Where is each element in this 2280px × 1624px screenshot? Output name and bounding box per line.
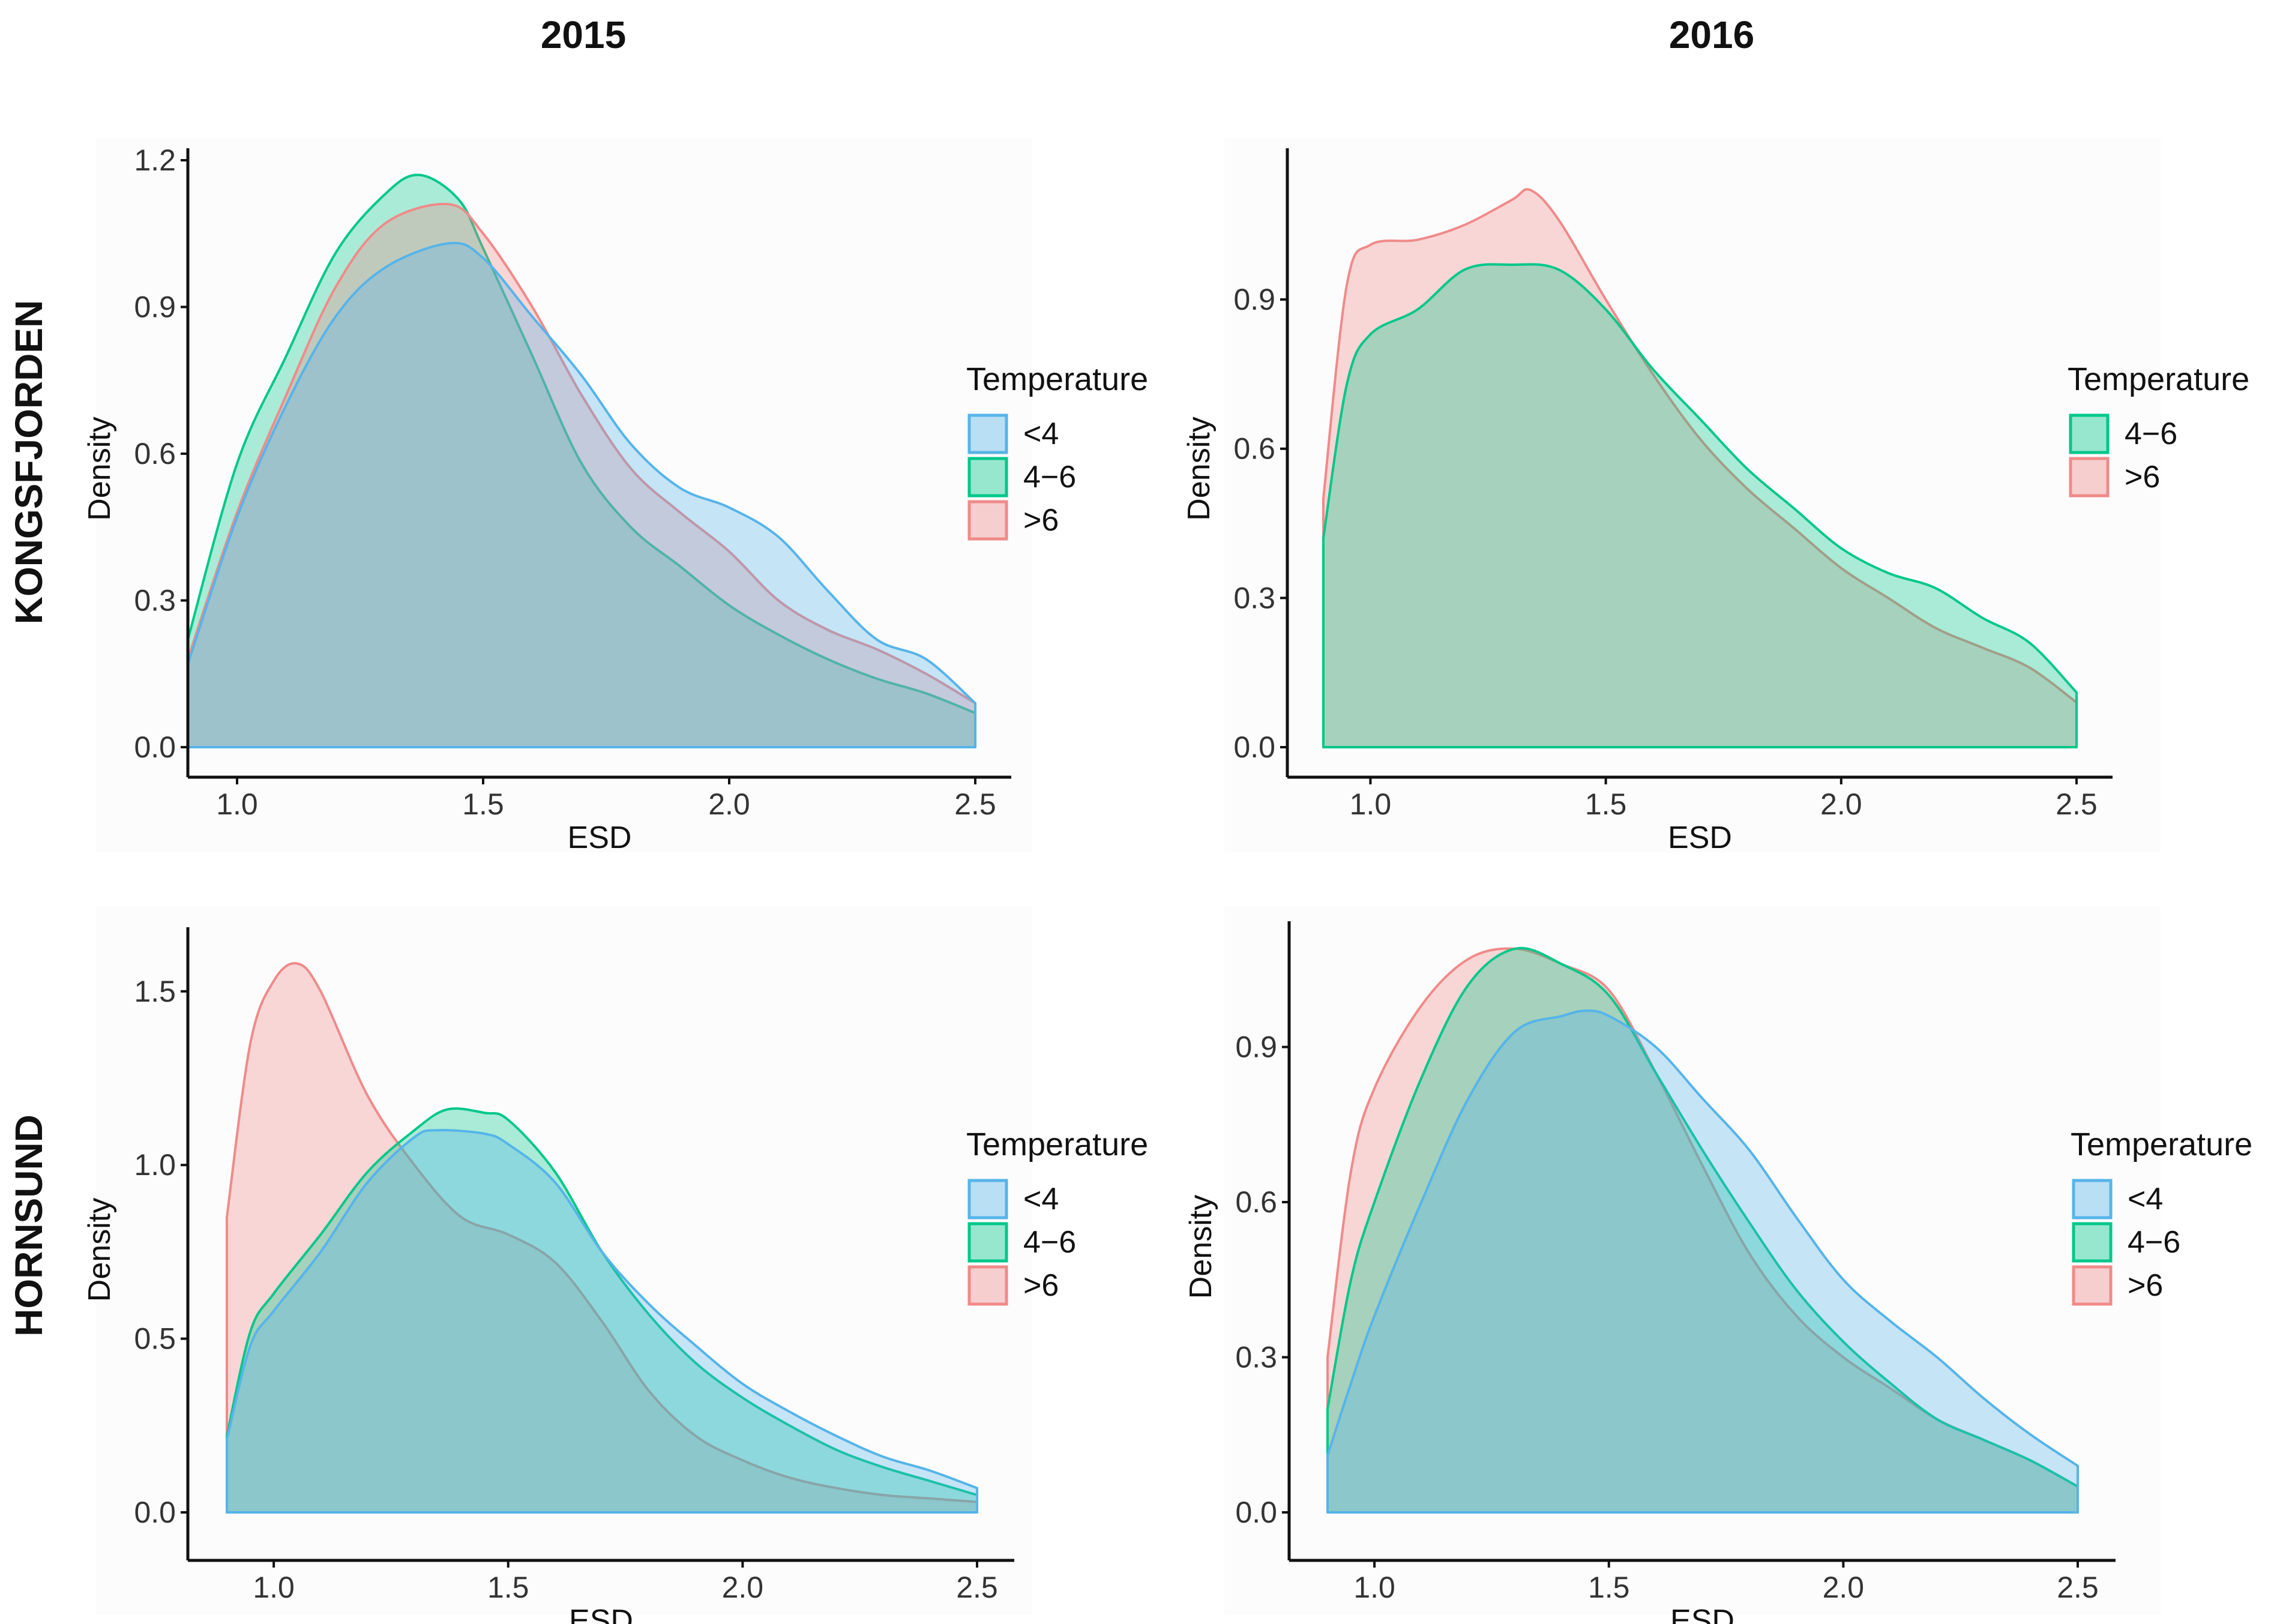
legend: Temperature <4 4−6 >6 bbox=[2071, 1126, 2252, 1306]
x-axis-label: ESD bbox=[1668, 820, 1732, 855]
y-tick-label: 1.0 bbox=[134, 1148, 176, 1182]
density-area-<4 bbox=[1326, 1009, 2079, 1514]
legend-label: <4 bbox=[2128, 1182, 2163, 1216]
density-area->6 bbox=[187, 202, 976, 748]
legend: Temperature <4 4−6 >6 bbox=[966, 361, 1148, 541]
panel-background bbox=[1224, 138, 2161, 852]
legend-title: Temperature bbox=[966, 1126, 1148, 1162]
y-tick-label: 0.0 bbox=[1235, 1496, 1277, 1529]
legend-swatch->6 bbox=[2069, 457, 2110, 498]
y-tick-label: 1.5 bbox=[134, 975, 176, 1008]
density-area-4−6 bbox=[1322, 263, 2078, 748]
density-area-4−6 bbox=[187, 173, 976, 748]
legend-swatch-<4 bbox=[2072, 1179, 2113, 1220]
density-panel-3: 0.0 0.5 1.0 1.5 1.0 1.5 2.0 2.5 ESD Density Temper… bbox=[82, 906, 1148, 1624]
legend-title: Temperature bbox=[2068, 361, 2249, 397]
x-tick-label: 1.0 bbox=[1353, 1571, 1395, 1604]
legend-swatch-<4 bbox=[967, 1179, 1008, 1220]
x-tick-label: 1.0 bbox=[216, 787, 258, 821]
legend: Temperature <4 4−6 >6 bbox=[966, 1126, 1148, 1306]
panel-background bbox=[96, 138, 1032, 852]
density-area-<4 bbox=[226, 1129, 978, 1514]
legend-swatch->6 bbox=[967, 1265, 1008, 1306]
legend-title: Temperature bbox=[2071, 1126, 2252, 1162]
x-tick-label: 1.5 bbox=[1588, 1571, 1630, 1604]
legend-swatch-<4 bbox=[967, 414, 1008, 454]
y-tick-label: 0.0 bbox=[1233, 730, 1275, 764]
legend-label: >6 bbox=[2125, 460, 2160, 495]
y-tick-label: 0.9 bbox=[1233, 283, 1275, 316]
x-tick-label: 1.5 bbox=[1585, 787, 1627, 821]
x-tick-label: 1.0 bbox=[253, 1571, 295, 1604]
x-tick-label: 1.5 bbox=[462, 787, 504, 821]
legend-label: >6 bbox=[1023, 1268, 1059, 1303]
column-title-2015: 2015 bbox=[541, 13, 626, 56]
x-tick-label: 2.0 bbox=[1823, 1571, 1865, 1604]
legend-swatch-4−6 bbox=[2069, 414, 2110, 454]
y-tick-label: 0.3 bbox=[134, 584, 176, 618]
y-tick-label: 0.0 bbox=[134, 730, 176, 764]
x-tick-label: 2.0 bbox=[1820, 787, 1862, 821]
y-tick-label: 1.2 bbox=[134, 143, 176, 177]
y-tick-label: 0.5 bbox=[134, 1322, 176, 1356]
row-title-kongsfjorden: KONGSFJORDEN bbox=[7, 300, 50, 625]
density-area-4−6 bbox=[1326, 946, 2079, 1514]
x-axis-label: ESD bbox=[569, 1604, 633, 1624]
y-tick-label: 0.6 bbox=[1233, 432, 1275, 466]
y-axis-label: Density bbox=[1182, 417, 1217, 520]
x-tick-label: 2.0 bbox=[708, 787, 750, 821]
x-tick-label: 2.5 bbox=[954, 787, 996, 821]
x-tick-label: 2.5 bbox=[956, 1571, 998, 1604]
x-axis-label: ESD bbox=[1670, 1604, 1734, 1624]
x-tick-label: 1.5 bbox=[487, 1571, 529, 1604]
legend-swatch-4−6 bbox=[967, 457, 1008, 498]
y-tick-label: 0.9 bbox=[1235, 1030, 1277, 1064]
density-area-<4 bbox=[187, 241, 976, 748]
legend-label: <4 bbox=[1023, 417, 1059, 451]
y-tick-label: 0.6 bbox=[1235, 1185, 1277, 1219]
legend-swatch-4−6 bbox=[967, 1222, 1008, 1263]
y-axis-label: Density bbox=[82, 1198, 117, 1302]
y-tick-label: 0.0 bbox=[134, 1496, 176, 1529]
y-tick-label: 0.3 bbox=[1235, 1341, 1277, 1374]
column-title-2016: 2016 bbox=[1669, 13, 1754, 56]
y-tick-label: 0.9 bbox=[134, 290, 176, 324]
x-tick-label: 1.0 bbox=[1350, 787, 1392, 821]
row-title-hornsund: HORNSUND bbox=[7, 1114, 50, 1337]
legend-label: >6 bbox=[1023, 503, 1059, 538]
y-tick-label: 0.3 bbox=[1233, 581, 1275, 615]
legend-label: 4−6 bbox=[2128, 1225, 2180, 1260]
x-tick-label: 2.5 bbox=[2056, 787, 2098, 821]
density-area->6 bbox=[1322, 188, 2078, 748]
legend: Temperature 4−6 >6 bbox=[2068, 361, 2249, 498]
panel-background bbox=[1224, 906, 2161, 1614]
y-axis-label: Density bbox=[82, 417, 117, 520]
legend-title: Temperature bbox=[966, 361, 1148, 397]
density-area->6 bbox=[226, 962, 978, 1514]
legend-label: 4−6 bbox=[1023, 1225, 1076, 1260]
y-axis-label: Density bbox=[1184, 1195, 1218, 1299]
x-tick-label: 2.0 bbox=[722, 1571, 764, 1604]
density-panel-2: 0.0 0.3 0.6 0.9 1.0 1.5 2.0 2.5 ESD Density Temper… bbox=[1182, 138, 2249, 855]
legend-label: <4 bbox=[1023, 1182, 1059, 1216]
density-area-4−6 bbox=[226, 1107, 978, 1514]
y-tick-label: 0.6 bbox=[134, 437, 176, 471]
legend-swatch->6 bbox=[967, 500, 1008, 541]
legend-swatch->6 bbox=[2072, 1265, 2113, 1306]
density-panel-4: 0.0 0.3 0.6 0.9 1.0 1.5 2.0 2.5 ESD Density Temper… bbox=[1184, 906, 2252, 1624]
x-tick-label: 2.5 bbox=[2057, 1571, 2099, 1604]
panel-background bbox=[96, 906, 1032, 1614]
x-axis-label: ESD bbox=[568, 820, 632, 855]
legend-label: 4−6 bbox=[2125, 417, 2177, 451]
density-panel-1: 0.0 0.3 0.6 0.9 1.2 1.0 1.5 2.0 2.5 ESD Density Tem… bbox=[82, 138, 1148, 855]
legend-label: 4−6 bbox=[1023, 460, 1076, 495]
legend-label: >6 bbox=[2128, 1268, 2163, 1303]
legend-swatch-4−6 bbox=[2072, 1222, 2113, 1263]
